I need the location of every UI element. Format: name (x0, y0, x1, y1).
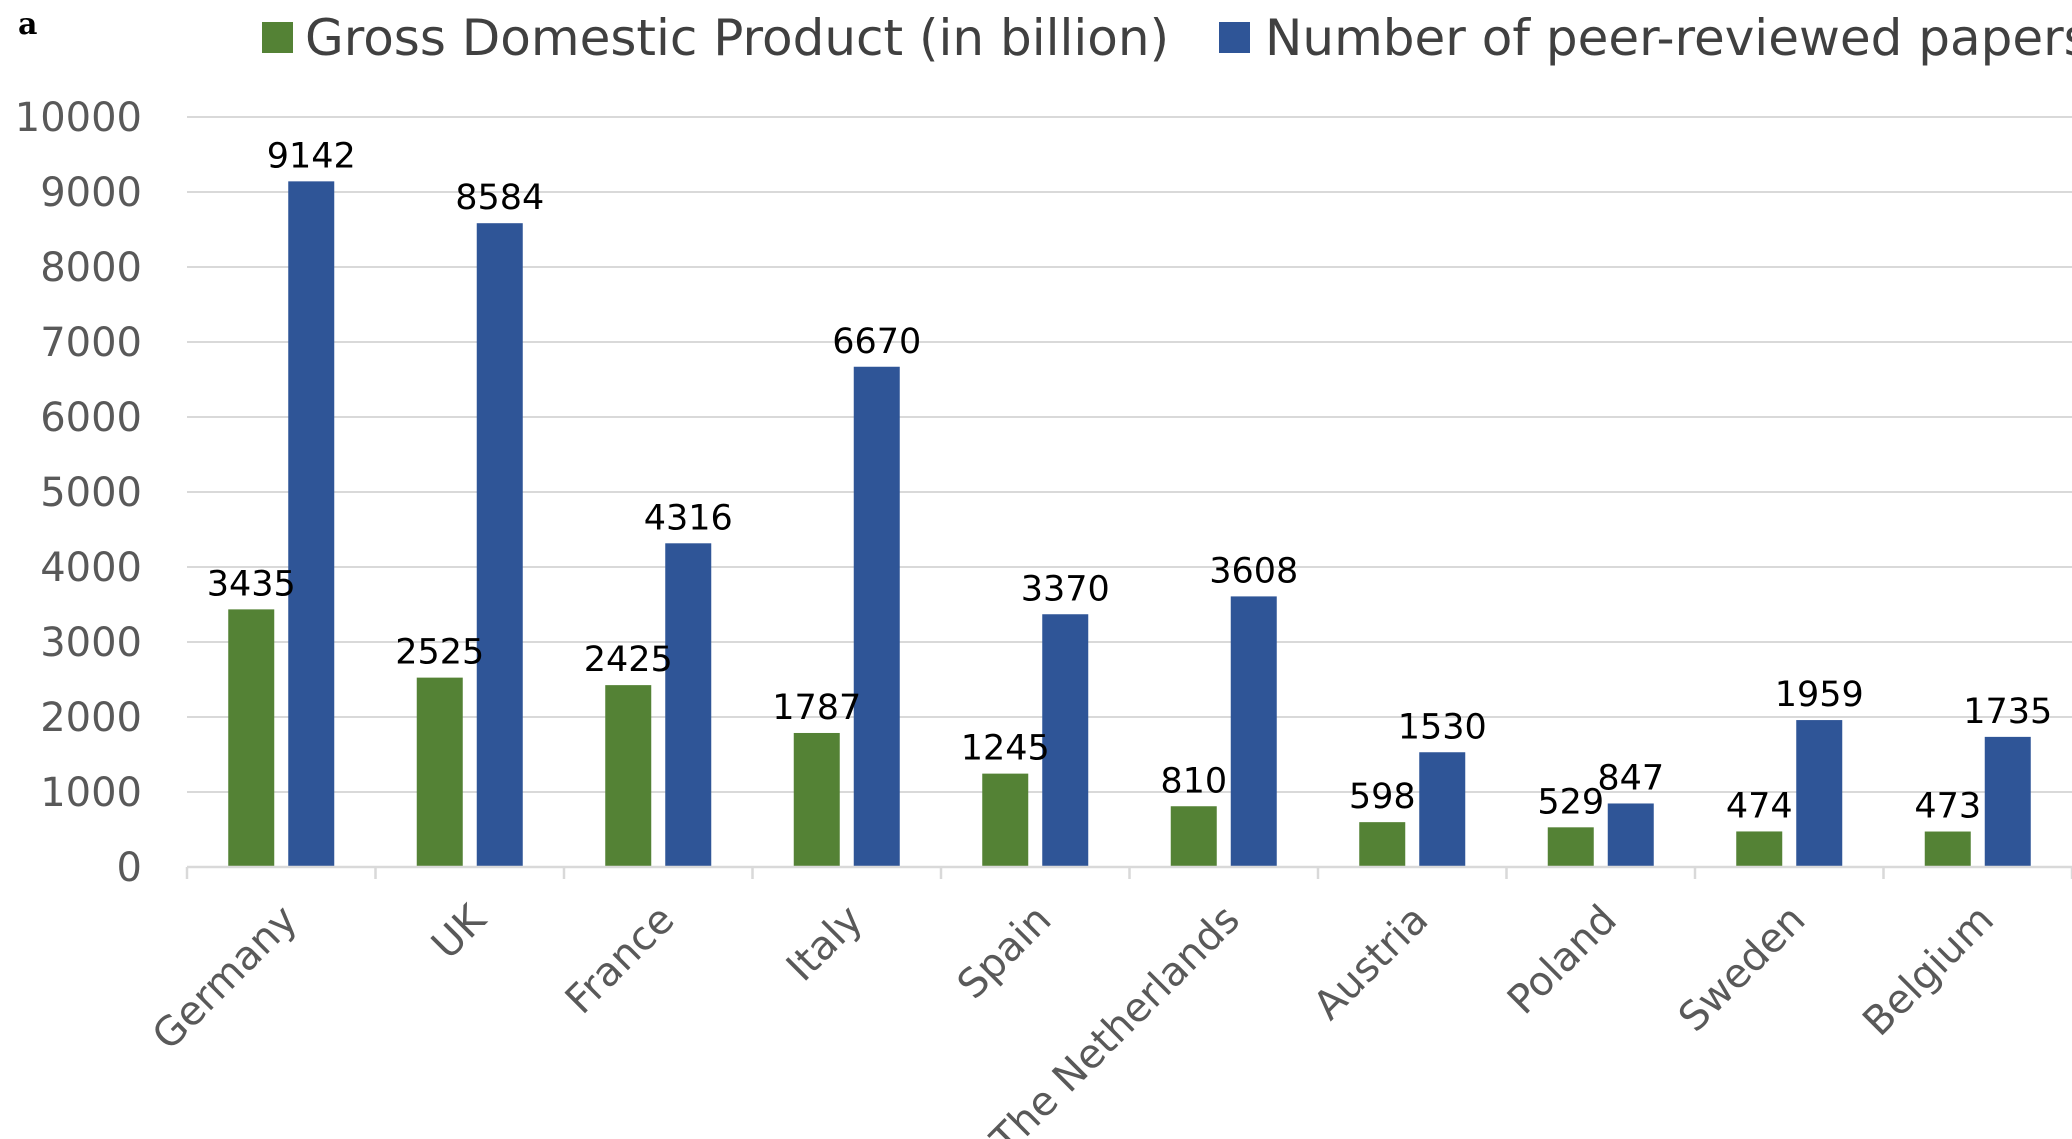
bar-gdp (1736, 831, 1783, 867)
y-tick-label: 6000 (40, 395, 142, 441)
x-tick-label: Sweden (1670, 897, 1814, 1041)
data-label: 474 (1726, 786, 1793, 826)
x-tick-label: Italy (778, 897, 872, 991)
data-label: 529 (1537, 782, 1604, 822)
y-tick-label: 10000 (15, 95, 142, 141)
y-axis: 0 1000 2000 3000 4000 5000 6000 7000 8000 9000 100… (15, 95, 142, 891)
bar-papers (1984, 736, 2031, 867)
x-tick-label: Austria (1305, 897, 1437, 1029)
data-label: 2525 (395, 633, 484, 673)
x-tick-label: UK (423, 895, 496, 968)
data-label: 8584 (455, 178, 544, 218)
x-tick-label: Poland (1499, 897, 1626, 1024)
y-tick-label: 9000 (40, 170, 142, 216)
data-label: 3370 (1021, 569, 1110, 609)
data-label: 1735 (1963, 692, 2052, 732)
y-tick-label: 5000 (40, 470, 142, 516)
data-labels: 3435 2525 2425 1787 1245 810 598 529 474 473 9142 8… (207, 136, 2053, 826)
data-label: 6670 (832, 322, 921, 362)
bars (228, 181, 2031, 868)
y-tick-label: 4000 (40, 545, 142, 591)
bar-gdp (793, 732, 840, 867)
bar-gdp (228, 609, 275, 867)
legend-swatch (262, 22, 293, 53)
data-label: 1530 (1398, 707, 1487, 747)
bar-papers (476, 223, 523, 867)
data-label: 598 (1349, 777, 1416, 817)
bar-papers (665, 543, 712, 867)
bar-papers (1419, 752, 1466, 867)
y-tick-label: 0 (117, 845, 142, 891)
data-label: 3435 (207, 564, 296, 604)
data-label: 3608 (1209, 551, 1298, 591)
bar-papers (288, 181, 335, 868)
data-label: 810 (1160, 761, 1227, 801)
panel-label: a (18, 7, 37, 42)
data-label: 473 (1914, 787, 1981, 827)
data-label: 4316 (644, 498, 733, 538)
x-tick-label: Belgium (1854, 897, 2002, 1045)
x-tick-label: Spain (949, 897, 1061, 1009)
bar-gdp (1924, 831, 1971, 867)
data-label: 9142 (267, 136, 356, 176)
bar-gdp (982, 773, 1029, 867)
data-label: 1245 (961, 729, 1050, 769)
y-tick-label: 2000 (40, 695, 142, 741)
x-tick-label: France (557, 897, 684, 1024)
data-label: 2425 (584, 640, 673, 680)
bar-papers (1607, 803, 1654, 867)
legend-swatch (1219, 22, 1250, 53)
y-tick-label: 8000 (40, 245, 142, 291)
y-tick-label: 3000 (40, 620, 142, 666)
legend-label: Number of peer-reviewed papers (1265, 9, 2072, 67)
bar-papers (1042, 614, 1089, 867)
bar-gdp (1547, 827, 1594, 867)
data-label: 1787 (772, 688, 861, 728)
bar-gdp (1359, 822, 1406, 867)
x-axis (185, 865, 2072, 879)
y-tick-label: 1000 (40, 770, 142, 816)
data-label: 847 (1597, 758, 1664, 798)
bar-gdp (416, 677, 463, 867)
bar-gdp (605, 685, 652, 867)
bar-papers (1796, 720, 1843, 867)
bar-papers (1230, 596, 1277, 867)
bar-gdp (1170, 806, 1217, 867)
legend-label: Gross Domestic Product (in billion) (305, 9, 1169, 67)
bar-papers (853, 366, 900, 867)
y-tick-label: 7000 (40, 320, 142, 366)
data-label: 1959 (1775, 675, 1864, 715)
legend: Gross Domestic Product (in billion) Numbe… (262, 9, 2072, 67)
x-tick-label: Germany (144, 897, 307, 1060)
